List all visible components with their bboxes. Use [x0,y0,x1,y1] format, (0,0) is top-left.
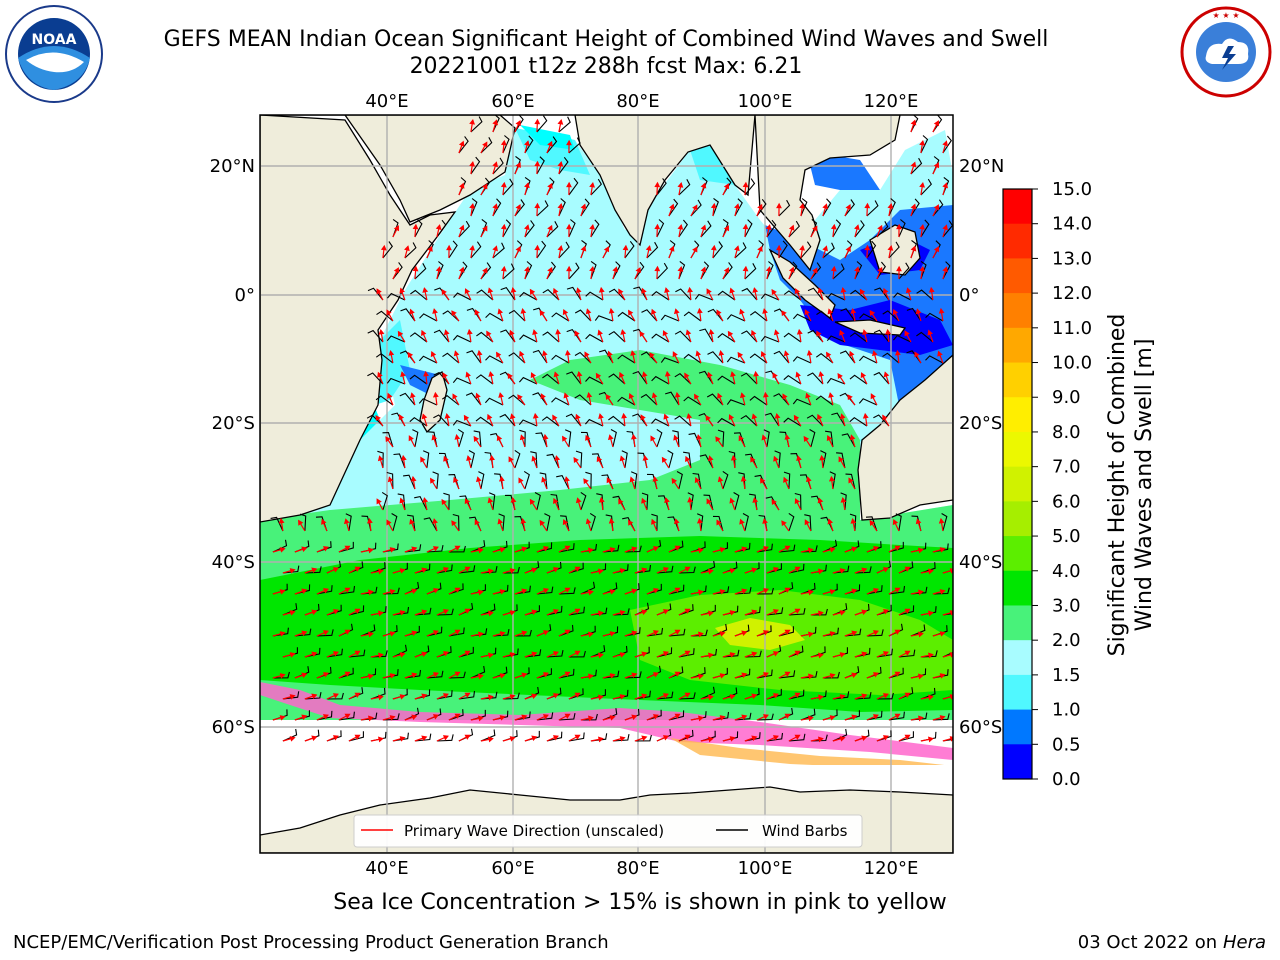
colorbar-cell [1003,709,1032,745]
lat-label-left: 40°S [212,552,255,573]
colorbar-cell [1003,293,1032,329]
lon-label-top: 40°E [365,91,408,112]
map-legend: Primary Wave Direction (unscaled) Wind B… [353,814,863,848]
colorbar-cell [1003,605,1032,641]
lat-label-right: 60°S [959,717,1002,738]
sea-ice-edge [670,738,953,772]
title-line-1: GEFS MEAN Indian Ocean Significant Heigh… [163,27,1049,52]
footer-timestamp: 03 Oct 2022 on Hera [1078,932,1266,953]
footer-date: 03 Oct 2022 on [1077,932,1223,953]
colorbar-tick-label: 10.0 [1052,353,1092,374]
lon-label-top: 120°E [864,91,919,112]
colorbar-title-line-1: Significant Height of Combined [1105,314,1130,657]
lat-label-left: 20°S [212,413,255,434]
sea-ice-caption: Sea Ice Concentration > 15% is shown in … [333,890,947,915]
map-frame [259,114,954,854]
colorbar-tick-label: 4.0 [1052,561,1081,582]
sea-ice-band [260,682,953,760]
colorbar-tick-label: 5.0 [1052,526,1081,547]
colorbar-tick-label: 1.0 [1052,700,1081,721]
colorbar-ticks: 15.0 14.0 13.0 12.0 11.0 10.0 9.0 8.0 7.0 6.0 5.0 4… [1032,179,1092,790]
colorbar-cell [1003,189,1032,225]
chart-title: GEFS MEAN Indian Ocean Significant Heigh… [0,26,1212,80]
nws-logo: ★ ★ ★ [1176,4,1276,100]
colorbar-cell [1003,397,1032,433]
lat-label-right: 0° [959,285,979,306]
colorbar-tick-label: 0.0 [1052,769,1081,790]
colorbar-tick-label: 6.0 [1052,491,1081,512]
colorbar-frame [1002,188,1033,780]
landmass-sumatra [768,248,836,320]
colorbar-cell [1003,327,1032,364]
svg-text:★ ★ ★: ★ ★ ★ [1212,11,1239,20]
colorbar-tick-label: 13.0 [1052,248,1092,269]
colorbar-cells [1003,189,1032,780]
lon-labels-top: 40°E 60°E 80°E 100°E 120°E [365,91,918,112]
lon-labels-bottom: 40°E 60°E 80°E 100°E 120°E [365,858,918,879]
colorbar-tick-label: 14.0 [1052,214,1092,235]
colorbar-cell [1003,744,1032,780]
footer-host: Hera [1222,932,1266,953]
colorbar-cell [1003,431,1032,468]
colorbar-tick-label: 15.0 [1052,179,1092,200]
lon-label-top: 100°E [738,91,793,112]
noaa-logo: NOAA [4,4,104,104]
colorbar-cell [1003,674,1032,711]
lat-labels-right: 20°N 0° 20°S 40°S 60°S [959,156,1004,738]
colorbar-tick-label: 12.0 [1052,283,1092,304]
legend-box [353,814,863,848]
lon-label-bottom: 120°E [864,858,919,879]
colorbar-tick-label: 8.0 [1052,422,1081,443]
lat-labels-left: 20°N 0° 20°S 40°S 60°S [210,156,255,738]
colorbar-cell [1003,536,1032,572]
lat-label-left: 20°N [210,156,255,177]
lat-label-right: 40°S [959,552,1002,573]
colorbar-tick-label: 3.0 [1052,595,1081,616]
legend-wave-direction: Primary Wave Direction (unscaled) [404,822,664,840]
map-plot-area [260,115,953,853]
colorbar: 15.0 14.0 13.0 12.0 11.0 10.0 9.0 8.0 7.0 6.0 5.0 4… [1002,179,1157,790]
wave-direction-layer [272,118,953,743]
colorbar-tick-label: 7.0 [1052,457,1081,478]
swh-field-0-0.5m [800,235,953,355]
lat-label-right: 20°S [959,413,1002,434]
gridlines [260,115,953,853]
colorbar-tick-label: 1.5 [1052,665,1081,686]
swh-field-0.5-1m [400,155,953,410]
colorbar-cell [1003,362,1032,398]
lat-label-right: 20°N [959,156,1004,177]
title-line-2: 20221001 t12z 288h fcst Max: 6.21 [409,54,803,79]
colorbar-tick-label: 0.5 [1052,734,1081,755]
colorbar-cell [1003,640,1032,676]
lon-label-bottom: 60°E [491,858,534,879]
lat-label-left: 60°S [212,717,255,738]
colorbar-cell [1003,223,1032,259]
landmass-australia [857,354,953,521]
lon-label-bottom: 100°E [738,858,793,879]
lon-label-top: 60°E [491,91,534,112]
colorbar-title-line-2: Wind Waves and Swell [m] [1132,339,1157,632]
colorbar-tick-label: 2.0 [1052,630,1081,651]
lon-label-bottom: 80°E [616,858,659,879]
colorbar-cell [1003,501,1032,537]
colorbar-cell [1003,466,1032,502]
colorbar-tick-label: 11.0 [1052,318,1092,339]
lat-label-left: 0° [235,285,255,306]
footer-credit: NCEP/EMC/Verification Post Processing Pr… [13,932,609,953]
legend-wind-barbs: Wind Barbs [762,822,848,840]
lon-label-top: 80°E [616,91,659,112]
colorbar-cell [1003,570,1032,606]
colorbar-tick-label: 9.0 [1052,387,1081,408]
colorbar-cell [1003,258,1032,294]
noaa-logo-text: NOAA [32,32,77,48]
lon-label-bottom: 40°E [365,858,408,879]
